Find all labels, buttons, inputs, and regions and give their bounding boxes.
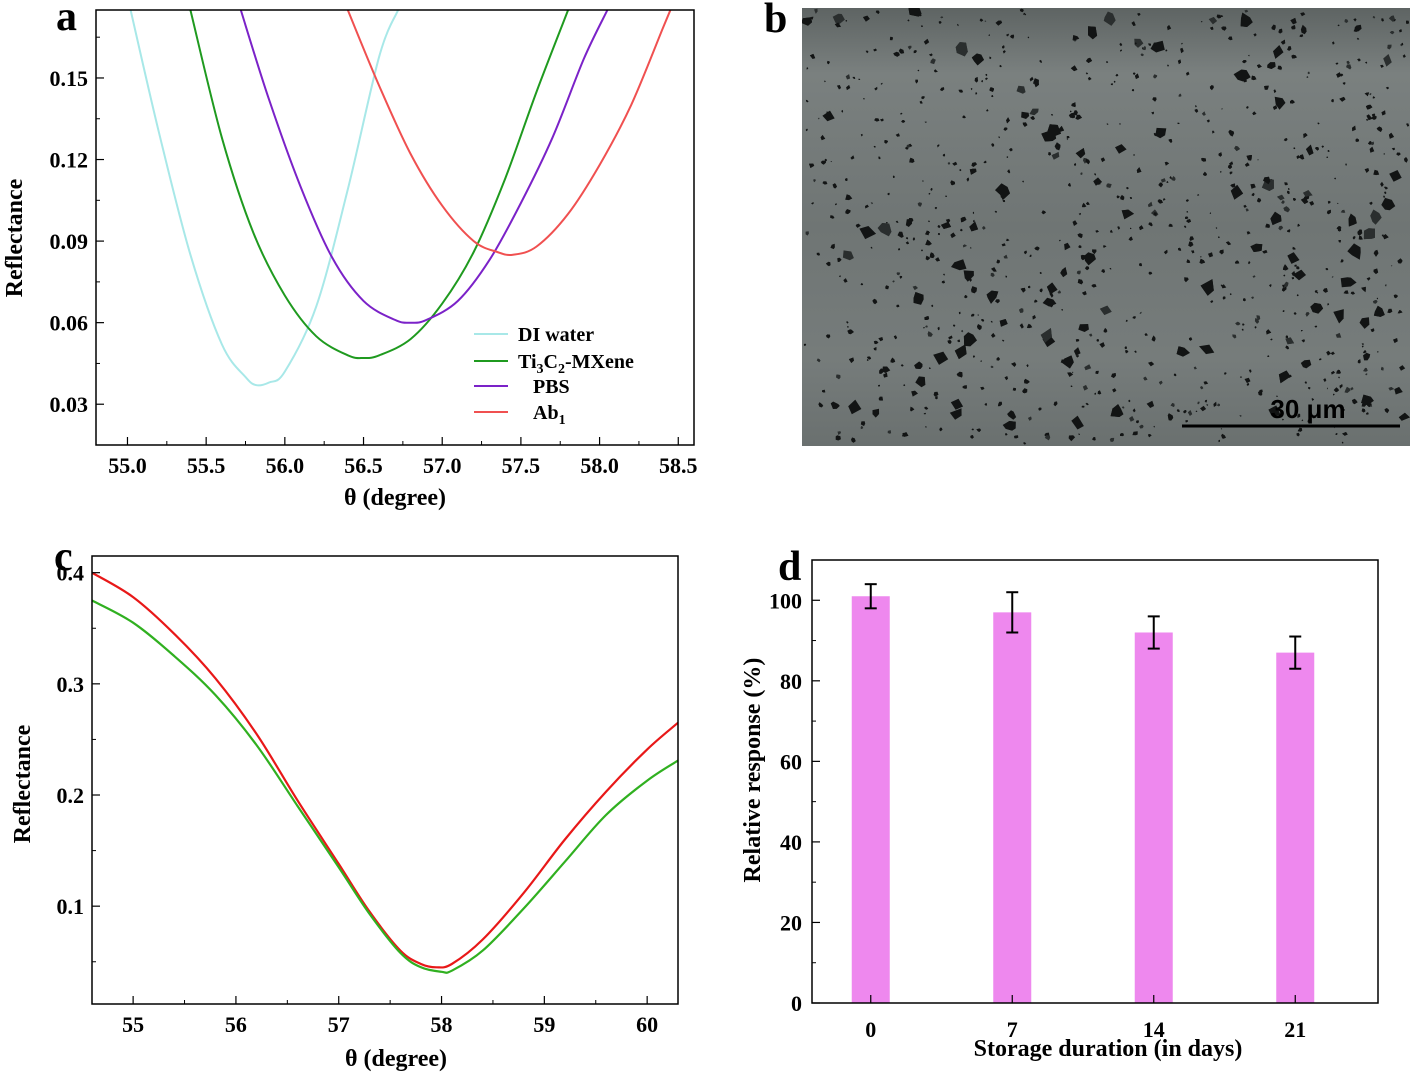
legend-label-mxene: Ti3C2-MXene bbox=[518, 351, 634, 377]
panel-d-x-axis-label: Storage duration (in days) bbox=[974, 1036, 1243, 1062]
y-tick-label: 40 bbox=[780, 830, 802, 855]
y-tick-label: 0.1 bbox=[57, 894, 85, 919]
x-tick-label: 55 bbox=[122, 1012, 144, 1037]
legend-label-ab1: Ab1 bbox=[533, 402, 566, 428]
y-tick-label: 0.3 bbox=[57, 672, 85, 697]
x-tick-label: 55.0 bbox=[108, 453, 147, 478]
panel-a-frame bbox=[95, 9, 695, 446]
y-tick-label: 100 bbox=[769, 588, 802, 613]
x-tick-label: 0 bbox=[865, 1017, 876, 1042]
y-tick-label: 60 bbox=[780, 749, 802, 774]
panel-a-legend: DI water Ti3C2-MXene PBS Ab1 bbox=[474, 324, 634, 428]
x-tick-label: 56.5 bbox=[344, 453, 383, 478]
series-line-pbs bbox=[239, 10, 609, 324]
legend-label-pbs: PBS bbox=[533, 376, 570, 398]
series-line-ab1 bbox=[346, 10, 672, 256]
y-tick-label: 80 bbox=[780, 669, 802, 694]
panel-label-b: b bbox=[764, 0, 787, 42]
x-tick-label: 58.0 bbox=[580, 453, 619, 478]
panel-a-line-chart: 55.0 55.5 56.0 56.5 57.0 57.5 58.0 58.5 0.03 0.06… bbox=[2, 9, 698, 511]
y-tick-label: 0.15 bbox=[50, 66, 89, 91]
x-tick-label: 60 bbox=[636, 1012, 658, 1037]
x-tick-label: 58.5 bbox=[659, 453, 698, 478]
sem-image: 30 μm bbox=[802, 8, 1410, 446]
y-tick-label: 0.03 bbox=[50, 392, 89, 417]
panel-label-c: c bbox=[54, 534, 73, 580]
y-tick-label: 0.09 bbox=[50, 229, 89, 254]
x-tick-label: 55.5 bbox=[187, 453, 226, 478]
series-line-mxene bbox=[189, 10, 570, 360]
x-tick-label: 7 bbox=[1007, 1017, 1018, 1042]
y-tick-label: 0 bbox=[791, 991, 802, 1016]
panel-c-y-axis-label: Reflectance bbox=[10, 724, 36, 843]
series-line-c-red bbox=[92, 571, 678, 969]
scale-bar-label: 30 μm bbox=[1270, 394, 1345, 424]
panel-c-line-chart: 55 56 57 58 59 60 0.1 0.2 0.3 0.4 θ (degree) Refl… bbox=[10, 555, 679, 1072]
panel-d-bar-chart: 0 7 14 21 0 20 40 60 80 100 Storage duration (in … bbox=[740, 559, 1379, 1062]
x-tick-label: 21 bbox=[1284, 1017, 1306, 1042]
panel-a-y-axis-label: Reflectance bbox=[2, 178, 28, 297]
series-line-c-green bbox=[92, 599, 678, 974]
panel-label-d: d bbox=[778, 544, 801, 590]
bar-day-7 bbox=[993, 612, 1032, 1003]
x-tick-label: 57.0 bbox=[423, 453, 462, 478]
y-tick-label: 20 bbox=[780, 910, 802, 935]
sem-background bbox=[802, 8, 1410, 446]
y-tick-label: 0.06 bbox=[50, 311, 89, 336]
series-line-di-water bbox=[129, 10, 400, 387]
panel-d-y-axis-label: Relative response (%) bbox=[740, 658, 766, 883]
sem-particles bbox=[802, 8, 1410, 445]
panel-c-x-axis-label: θ (degree) bbox=[345, 1046, 447, 1072]
x-tick-label: 59 bbox=[533, 1012, 555, 1037]
x-tick-label: 57.5 bbox=[502, 453, 541, 478]
x-tick-label: 14 bbox=[1143, 1017, 1165, 1042]
bar-day-14 bbox=[1134, 632, 1173, 1003]
panel-a-x-axis-label: θ (degree) bbox=[344, 485, 446, 511]
panel-c-frame bbox=[91, 555, 679, 1005]
panel-d-frame bbox=[811, 559, 1379, 1004]
x-tick-label: 56.0 bbox=[266, 453, 305, 478]
y-tick-label: 0.2 bbox=[57, 783, 85, 808]
panel-label-a: a bbox=[56, 0, 77, 40]
x-tick-label: 57 bbox=[328, 1012, 350, 1037]
y-tick-label: 0.4 bbox=[57, 561, 85, 586]
bar-day-0 bbox=[851, 596, 890, 1003]
x-tick-label: 58 bbox=[431, 1012, 453, 1037]
x-tick-label: 56 bbox=[225, 1012, 247, 1037]
y-tick-label: 0.12 bbox=[50, 148, 89, 173]
legend-label-di-water: DI water bbox=[518, 324, 594, 346]
bar-day-21 bbox=[1276, 652, 1315, 1003]
